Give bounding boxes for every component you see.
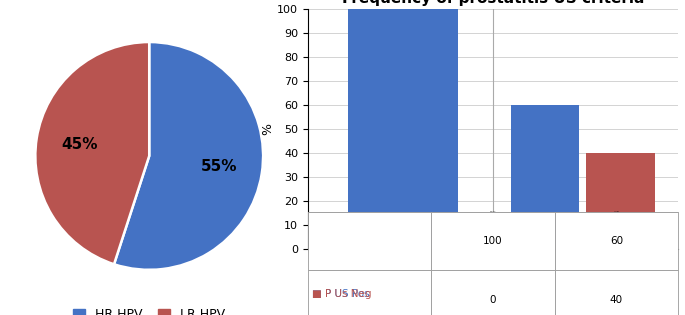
Text: 45%: 45% bbox=[61, 137, 98, 152]
Title: Frequency of prostatitis US criteria: Frequency of prostatitis US criteria bbox=[342, 0, 645, 5]
Bar bbox=[586, 153, 655, 249]
Y-axis label: %: % bbox=[262, 123, 275, 135]
Text: ■ P Us Neg: ■ P Us Neg bbox=[312, 289, 371, 299]
Wedge shape bbox=[114, 42, 263, 270]
Text: 55%: 55% bbox=[201, 159, 237, 175]
Text: ■ P US Pos: ■ P US Pos bbox=[312, 289, 369, 299]
Legend: HR HPV, LR HPV: HR HPV, LR HPV bbox=[68, 303, 231, 315]
Bar bbox=[349, 9, 458, 249]
Wedge shape bbox=[36, 42, 149, 264]
Bar bbox=[510, 105, 580, 249]
